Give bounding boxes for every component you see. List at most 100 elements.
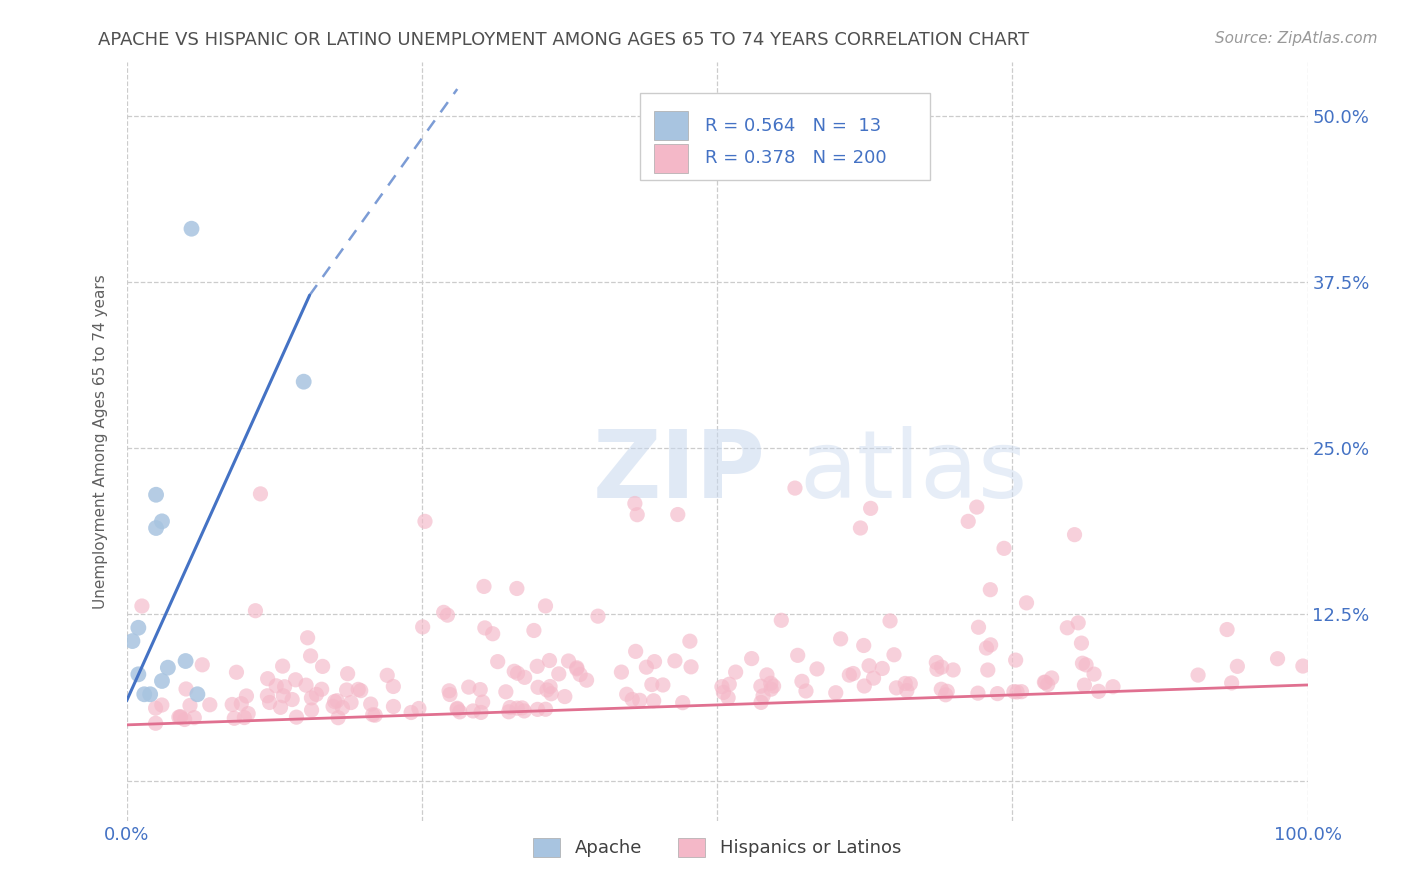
Point — [672, 696, 695, 710]
Point — [859, 501, 882, 516]
Point — [360, 697, 382, 711]
Point — [326, 694, 349, 708]
Point — [167, 710, 190, 724]
Point — [446, 701, 468, 715]
Point — [145, 521, 167, 535]
Point — [749, 695, 772, 709]
Point — [993, 541, 1015, 556]
Point — [169, 710, 191, 724]
Point — [942, 663, 965, 677]
Point — [624, 496, 647, 510]
Point — [281, 692, 304, 706]
Point — [536, 682, 558, 697]
Point — [1011, 684, 1033, 698]
Point — [513, 704, 536, 718]
Point — [474, 621, 496, 635]
Point — [896, 683, 918, 698]
Point — [439, 688, 461, 702]
Point — [976, 640, 998, 655]
Point — [790, 674, 813, 689]
Point — [1033, 675, 1056, 690]
Point — [350, 683, 373, 698]
Point — [852, 639, 875, 653]
Point — [173, 713, 195, 727]
Point — [224, 711, 246, 725]
Point — [470, 706, 492, 720]
FancyBboxPatch shape — [654, 144, 688, 172]
Point — [1033, 675, 1056, 690]
Point — [1102, 680, 1125, 694]
Point — [565, 662, 588, 676]
Point — [399, 706, 422, 720]
Point — [824, 686, 846, 700]
Point — [1067, 615, 1090, 630]
Point — [134, 687, 156, 701]
Point — [150, 673, 173, 688]
Point — [1087, 684, 1109, 698]
Point — [259, 696, 281, 710]
Point — [569, 667, 592, 681]
Point — [681, 660, 703, 674]
Point — [506, 582, 529, 596]
Point — [245, 604, 267, 618]
Point — [191, 657, 214, 672]
Point — [506, 666, 529, 681]
Point — [538, 680, 561, 694]
Point — [1267, 651, 1289, 665]
Point — [626, 508, 648, 522]
Point — [755, 668, 778, 682]
Point — [967, 686, 990, 700]
Point — [540, 687, 562, 701]
Point — [174, 681, 197, 696]
Point — [1070, 636, 1092, 650]
Point — [554, 690, 576, 704]
Point — [510, 701, 533, 715]
Point — [495, 685, 517, 699]
Point — [433, 606, 456, 620]
Point — [925, 656, 948, 670]
Point — [311, 659, 333, 673]
Point — [1292, 659, 1315, 673]
Point — [301, 703, 323, 717]
Point — [270, 700, 292, 714]
Point — [375, 668, 398, 682]
Point — [1056, 621, 1078, 635]
Point — [340, 696, 363, 710]
Point — [762, 679, 785, 693]
Point — [256, 689, 278, 703]
Point — [1005, 685, 1028, 699]
Point — [929, 682, 952, 697]
Point — [481, 626, 503, 640]
Point — [311, 682, 333, 697]
Point — [271, 659, 294, 673]
Point — [256, 672, 278, 686]
Point — [180, 221, 202, 235]
FancyBboxPatch shape — [640, 93, 929, 180]
Point — [446, 702, 468, 716]
Text: atlas: atlas — [800, 425, 1028, 518]
Point — [382, 680, 405, 694]
Point — [806, 662, 828, 676]
Point — [284, 673, 307, 687]
Point — [127, 621, 149, 635]
Point — [931, 660, 953, 674]
Point — [174, 654, 197, 668]
Point — [145, 701, 167, 715]
Point — [621, 692, 644, 706]
Point — [361, 707, 384, 722]
Point — [457, 680, 479, 694]
Point — [332, 700, 354, 714]
Text: Source: ZipAtlas.com: Source: ZipAtlas.com — [1215, 31, 1378, 46]
Point — [935, 688, 957, 702]
Point — [628, 693, 651, 707]
Point — [616, 687, 638, 701]
Point — [299, 648, 322, 663]
Point — [1004, 653, 1026, 667]
Point — [717, 690, 740, 705]
Point — [336, 666, 359, 681]
Point — [273, 680, 295, 694]
Point — [565, 661, 588, 675]
Point — [527, 681, 550, 695]
Point — [870, 661, 893, 675]
Point — [292, 375, 315, 389]
